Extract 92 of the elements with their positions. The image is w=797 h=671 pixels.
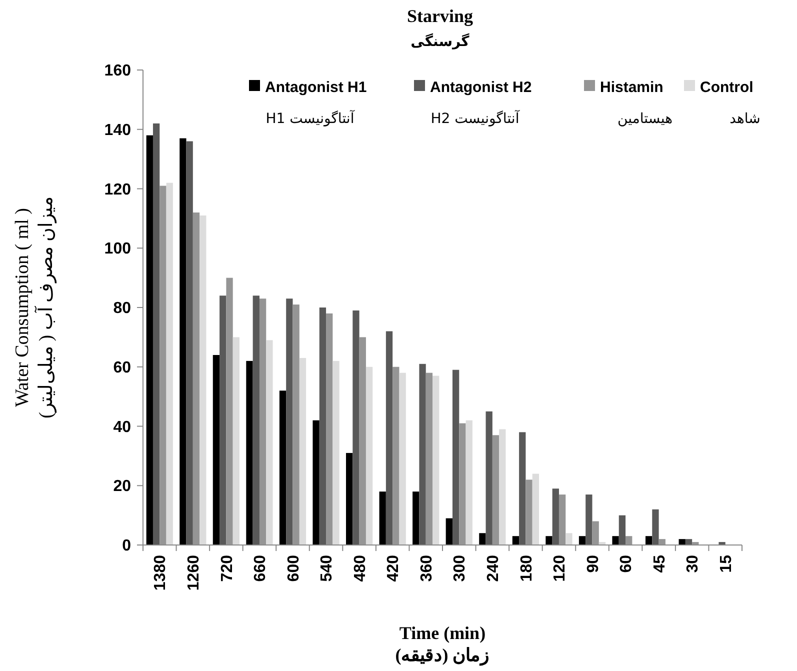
bar [299, 358, 306, 545]
bar [386, 331, 393, 545]
bar [618, 515, 626, 545]
x-tick-label: 300 [452, 554, 469, 582]
bar [392, 366, 400, 545]
x-tick-label: 45 [651, 554, 668, 573]
bar [586, 494, 592, 545]
bar [678, 539, 686, 545]
bar [566, 533, 572, 545]
bar [626, 536, 632, 545]
bar [352, 310, 360, 545]
bar [532, 474, 540, 545]
x-tick-label: 480 [352, 554, 369, 582]
x-tick-label: 600 [285, 554, 302, 582]
bar [426, 372, 433, 545]
bar [346, 452, 353, 545]
bar [546, 536, 552, 545]
x-tick-label: 30 [684, 554, 702, 573]
bar [266, 340, 273, 545]
x-tick-label: 660 [252, 554, 270, 582]
bar [578, 536, 586, 545]
x-tick-label: 1380 [152, 554, 170, 591]
x-tick-label: 540 [318, 554, 336, 582]
bar [186, 141, 193, 545]
bar [252, 296, 260, 545]
bar [499, 429, 506, 545]
bar [419, 364, 426, 545]
bar [412, 492, 420, 545]
bar [519, 432, 526, 545]
bar [366, 366, 373, 545]
bar [160, 186, 166, 545]
bar [226, 278, 233, 545]
bar [279, 390, 286, 545]
x-tick-label: 180 [518, 554, 536, 582]
bar [359, 337, 366, 545]
bar [612, 536, 619, 545]
bar [312, 420, 320, 545]
y-tick-label: 140 [104, 122, 132, 139]
bar [452, 370, 460, 545]
bar [459, 423, 466, 545]
bar [246, 360, 253, 545]
y-tick-label: 80 [113, 300, 132, 318]
bar [512, 536, 520, 545]
bar [326, 313, 333, 545]
x-tick-label: 60 [618, 554, 636, 573]
x-tick-label: 240 [485, 554, 502, 582]
y-tick-label: 20 [113, 478, 132, 496]
bar [685, 539, 692, 545]
bar [180, 138, 186, 545]
y-tick-label: 100 [104, 240, 132, 258]
bar [492, 435, 500, 545]
bar [292, 304, 300, 545]
x-tick-label: 15 [718, 554, 735, 573]
bar [192, 212, 200, 545]
bar [200, 215, 206, 545]
bar [592, 521, 599, 545]
bar [146, 135, 153, 545]
bar [166, 182, 173, 545]
bar [399, 372, 406, 545]
x-tick-label: 720 [218, 554, 236, 582]
x-tick-label: 420 [385, 554, 402, 582]
bar [645, 536, 652, 545]
y-tick-label: 160 [104, 62, 132, 80]
x-tick-label: 120 [552, 554, 569, 582]
chart-subtitle: گرسنگی [410, 33, 470, 50]
x-tick-label: 360 [418, 554, 436, 582]
bar [286, 298, 293, 545]
bar [479, 533, 486, 545]
bar [379, 492, 386, 545]
bar [220, 296, 226, 545]
y-tick-label: 120 [104, 181, 132, 198]
bar [486, 411, 492, 545]
x-tick-label: 90 [584, 554, 602, 573]
bar [212, 355, 220, 545]
y-tick-label: 40 [113, 418, 132, 436]
bar [552, 488, 559, 545]
bar [319, 308, 326, 545]
x-tick-label: 1260 [186, 554, 203, 591]
y-tick-label: 0 [122, 538, 132, 555]
bar [558, 494, 566, 545]
bar [259, 298, 266, 545]
bar [432, 376, 440, 545]
bar [152, 123, 160, 545]
bar [446, 518, 452, 545]
y-tick-label: 60 [113, 359, 132, 376]
bar [652, 509, 659, 545]
bar [232, 337, 240, 545]
bar [332, 360, 340, 545]
bar [658, 539, 666, 545]
bar [466, 420, 472, 545]
chart-title: Starving [406, 6, 474, 26]
bar [526, 480, 532, 545]
